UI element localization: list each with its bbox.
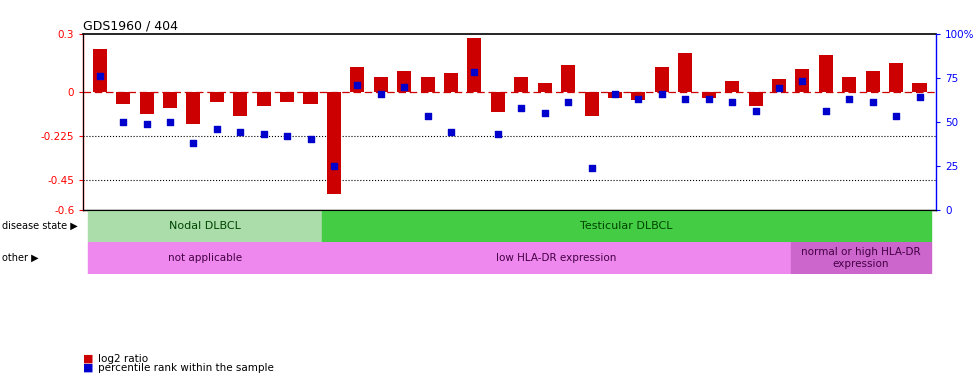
Point [350,82,366,88]
Point [795,78,810,84]
Point [748,108,763,114]
Point [701,96,716,102]
Point [654,91,669,97]
Point [466,69,482,75]
Bar [796,69,809,92]
Bar [467,38,481,92]
Text: not applicable: not applicable [168,253,242,263]
Text: Nodal DLBCL: Nodal DLBCL [170,221,241,231]
Bar [842,77,857,92]
Point [443,129,459,135]
Text: normal or high HLA-DR
expression: normal or high HLA-DR expression [801,247,921,268]
Point [537,110,553,116]
Point [303,136,318,142]
Bar [322,210,931,242]
Bar [514,77,528,92]
Point [864,99,880,105]
Text: percentile rank within the sample: percentile rank within the sample [98,363,273,373]
Bar [678,53,692,92]
Bar [93,50,107,92]
Point [209,126,224,132]
Point [561,99,576,105]
Bar [655,67,669,92]
Bar [725,81,739,92]
Point [232,129,248,135]
Bar [350,67,365,92]
Bar [210,92,223,102]
Point [256,131,271,137]
Bar [889,63,904,92]
Bar [327,92,341,194]
Point [608,91,623,97]
Point [396,84,412,90]
Bar [631,92,646,100]
Point [771,85,787,91]
Bar [702,92,715,98]
Text: ■: ■ [83,363,94,373]
Bar [304,92,318,104]
Bar [88,210,322,242]
Point [373,91,389,97]
Bar [88,242,322,274]
Bar [538,82,552,92]
Point [911,94,927,100]
Point [514,105,529,111]
Point [279,133,295,139]
Bar [749,92,762,106]
Text: disease state ▶: disease state ▶ [2,221,77,231]
Bar [818,55,833,92]
Bar [608,92,622,98]
Text: other ▶: other ▶ [2,253,38,263]
Point [162,119,177,125]
Point [139,120,155,126]
Point [677,96,693,102]
Bar [865,71,880,92]
Bar [233,92,247,116]
Point [185,140,201,146]
Point [818,108,834,114]
Text: log2 ratio: log2 ratio [98,354,148,364]
Bar [772,79,786,92]
Bar [186,92,201,124]
Bar [791,242,931,274]
Bar [116,92,130,104]
Point [888,114,904,120]
Bar [444,73,458,92]
Bar [397,71,412,92]
Point [842,96,858,102]
Bar [163,92,177,108]
Text: GDS1960 / 404: GDS1960 / 404 [83,20,178,33]
Bar [420,77,435,92]
Bar [322,242,791,274]
Text: low HLA-DR expression: low HLA-DR expression [496,253,616,263]
Bar [257,92,270,106]
Text: ■: ■ [83,354,94,364]
Bar [912,82,926,92]
Bar [584,92,599,116]
Bar [280,92,294,102]
Bar [373,77,388,92]
Point [724,99,740,105]
Bar [139,92,154,114]
Bar [562,65,575,92]
Point [92,73,108,79]
Point [419,114,435,120]
Point [490,131,506,137]
Bar [491,92,505,112]
Point [584,165,600,171]
Point [326,163,342,169]
Point [630,96,646,102]
Point [116,119,131,125]
Text: Testicular DLBCL: Testicular DLBCL [580,221,673,231]
